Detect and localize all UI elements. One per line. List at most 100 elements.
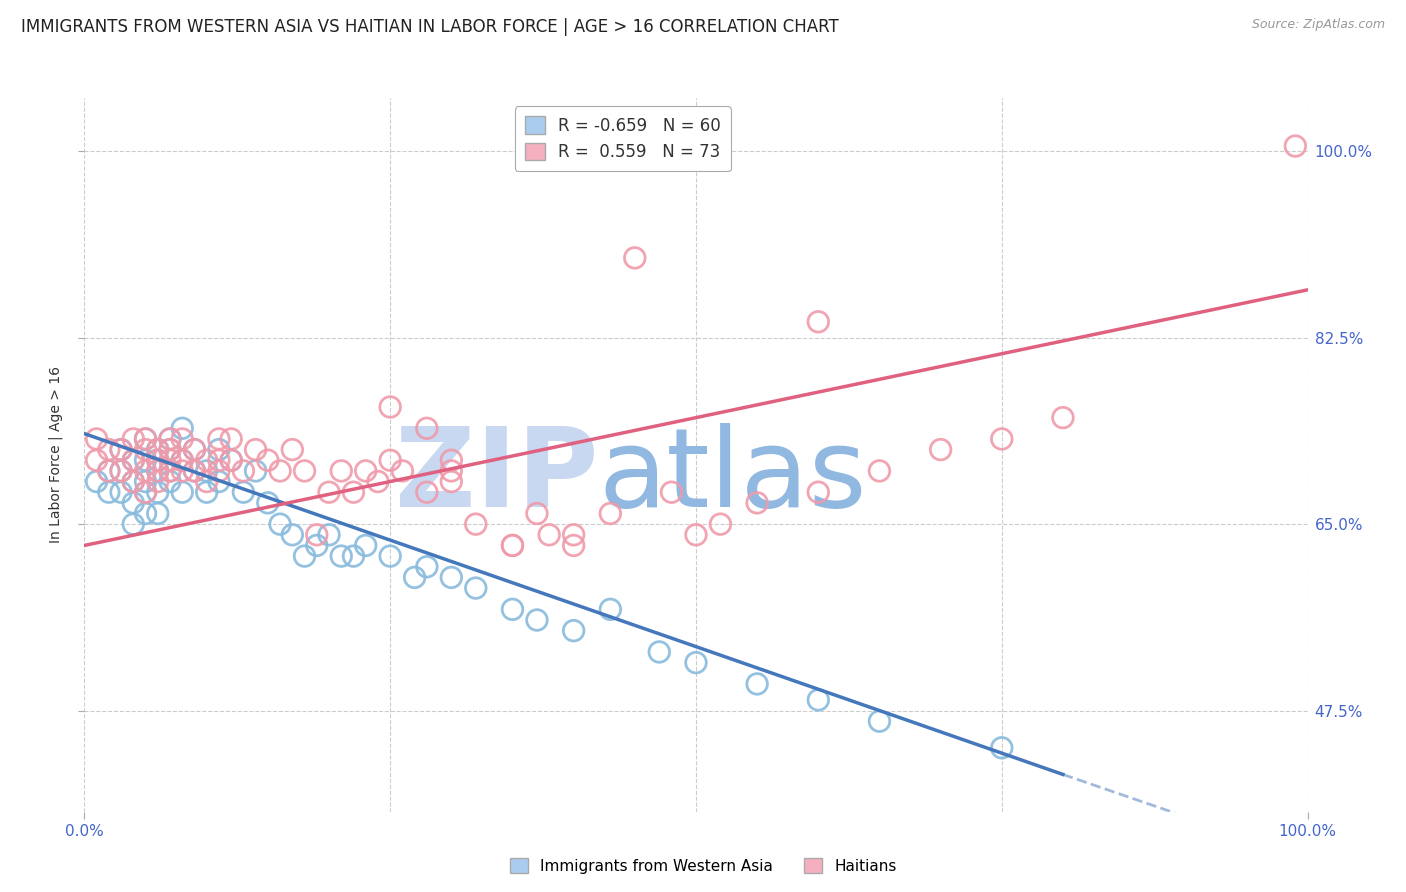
Point bbox=[269, 517, 291, 532]
Point bbox=[135, 432, 157, 446]
Point bbox=[159, 432, 181, 446]
Point bbox=[599, 602, 621, 616]
Point bbox=[380, 549, 402, 563]
Point bbox=[281, 528, 304, 542]
Point bbox=[122, 432, 145, 446]
Point bbox=[502, 538, 524, 552]
Point bbox=[159, 464, 181, 478]
Point bbox=[97, 485, 120, 500]
Point bbox=[416, 421, 439, 435]
Point bbox=[122, 475, 145, 489]
Point bbox=[257, 453, 280, 467]
Point bbox=[294, 464, 316, 478]
Point bbox=[747, 677, 769, 691]
Point bbox=[122, 517, 145, 532]
Point bbox=[416, 485, 439, 500]
Point bbox=[526, 507, 548, 521]
Point bbox=[195, 453, 218, 467]
Point bbox=[869, 464, 891, 478]
Point bbox=[245, 442, 267, 457]
Point bbox=[135, 453, 157, 467]
Point bbox=[991, 432, 1014, 446]
Point bbox=[747, 496, 769, 510]
Point bbox=[183, 442, 205, 457]
Point bbox=[159, 432, 181, 446]
Point bbox=[648, 645, 671, 659]
Point bbox=[146, 475, 169, 489]
Point bbox=[135, 442, 157, 457]
Point bbox=[97, 464, 120, 478]
Point bbox=[183, 464, 205, 478]
Point bbox=[404, 570, 426, 584]
Text: Source: ZipAtlas.com: Source: ZipAtlas.com bbox=[1251, 18, 1385, 31]
Point bbox=[183, 442, 205, 457]
Point bbox=[869, 714, 891, 729]
Point bbox=[807, 485, 830, 500]
Point bbox=[146, 507, 169, 521]
Point bbox=[135, 432, 157, 446]
Point bbox=[195, 464, 218, 478]
Point bbox=[219, 432, 242, 446]
Point bbox=[122, 496, 145, 510]
Point bbox=[97, 464, 120, 478]
Point bbox=[380, 453, 402, 467]
Point bbox=[294, 549, 316, 563]
Text: IMMIGRANTS FROM WESTERN ASIA VS HAITIAN IN LABOR FORCE | AGE > 16 CORRELATION CH: IMMIGRANTS FROM WESTERN ASIA VS HAITIAN … bbox=[21, 18, 839, 36]
Point bbox=[110, 485, 132, 500]
Point bbox=[391, 464, 413, 478]
Point bbox=[146, 485, 169, 500]
Text: atlas: atlas bbox=[598, 423, 866, 530]
Point bbox=[232, 464, 254, 478]
Y-axis label: In Labor Force | Age > 16: In Labor Force | Age > 16 bbox=[48, 367, 63, 543]
Point bbox=[135, 485, 157, 500]
Point bbox=[562, 538, 585, 552]
Point bbox=[219, 453, 242, 467]
Point bbox=[318, 485, 340, 500]
Point bbox=[709, 517, 731, 532]
Point bbox=[624, 251, 647, 265]
Point bbox=[562, 624, 585, 638]
Point bbox=[183, 464, 205, 478]
Point bbox=[208, 432, 231, 446]
Point bbox=[245, 464, 267, 478]
Point bbox=[122, 453, 145, 467]
Point bbox=[122, 453, 145, 467]
Point bbox=[416, 559, 439, 574]
Point bbox=[526, 613, 548, 627]
Point bbox=[440, 464, 463, 478]
Point bbox=[661, 485, 683, 500]
Point bbox=[172, 485, 194, 500]
Point bbox=[110, 442, 132, 457]
Point bbox=[685, 528, 707, 542]
Point bbox=[135, 464, 157, 478]
Point bbox=[367, 475, 389, 489]
Point bbox=[991, 740, 1014, 755]
Point bbox=[807, 315, 830, 329]
Point bbox=[208, 442, 231, 457]
Point bbox=[440, 475, 463, 489]
Point bbox=[172, 453, 194, 467]
Point bbox=[562, 528, 585, 542]
Point bbox=[305, 538, 328, 552]
Point bbox=[146, 442, 169, 457]
Point bbox=[159, 475, 181, 489]
Point bbox=[1052, 410, 1074, 425]
Point bbox=[159, 442, 181, 457]
Point bbox=[159, 464, 181, 478]
Legend: R = -0.659   N = 60, R =  0.559   N = 73: R = -0.659 N = 60, R = 0.559 N = 73 bbox=[515, 106, 731, 171]
Text: ZIP: ZIP bbox=[395, 423, 598, 530]
Point bbox=[172, 432, 194, 446]
Point bbox=[146, 453, 169, 467]
Point bbox=[440, 453, 463, 467]
Point bbox=[146, 453, 169, 467]
Point bbox=[464, 581, 486, 595]
Point bbox=[232, 485, 254, 500]
Point bbox=[502, 538, 524, 552]
Point bbox=[110, 442, 132, 457]
Point bbox=[380, 400, 402, 414]
Point bbox=[538, 528, 561, 542]
Point bbox=[807, 693, 830, 707]
Point bbox=[208, 453, 231, 467]
Point bbox=[146, 464, 169, 478]
Point bbox=[269, 464, 291, 478]
